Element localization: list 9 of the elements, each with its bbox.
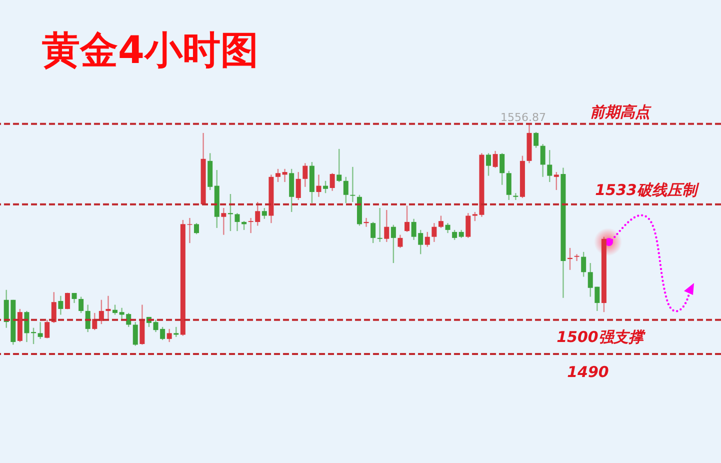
candlestick <box>364 217 369 228</box>
candlestick <box>574 254 580 262</box>
chart-title: 黄金4小时图 <box>42 28 258 72</box>
text: 1490 <box>567 363 609 381</box>
candlestick <box>513 192 518 201</box>
annotation: 1533破线压制 <box>595 181 700 199</box>
annotation: 1556.87 <box>500 110 546 124</box>
annotation: 1500强支撑 <box>556 328 646 346</box>
text: 前期高点 <box>590 103 652 121</box>
